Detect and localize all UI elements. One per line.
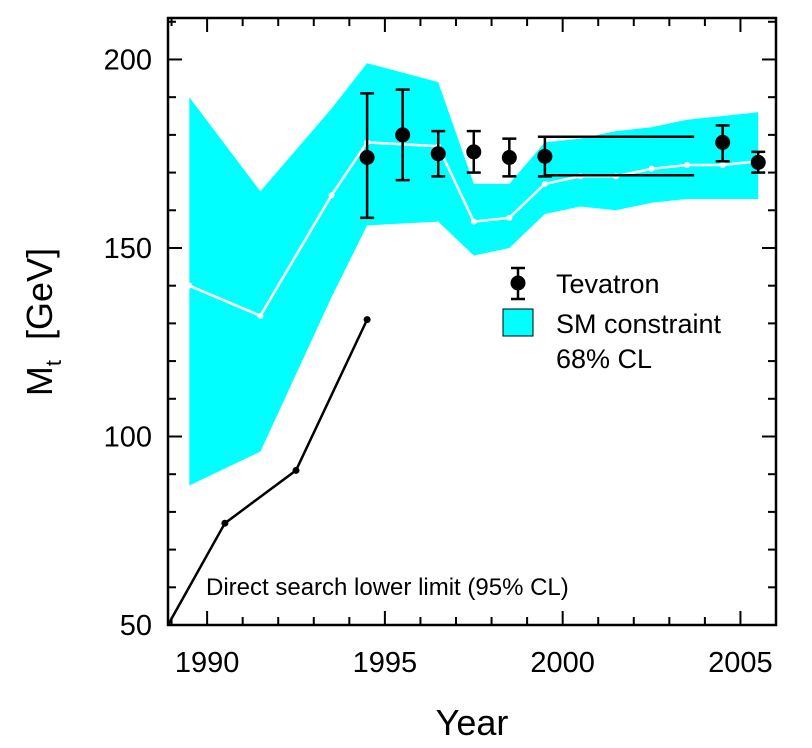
tevatron-point (501, 137, 517, 178)
tevatron-point (537, 135, 553, 178)
tevatron-point (359, 92, 375, 220)
sm-central-point (186, 282, 193, 289)
sm-central-line (188, 141, 759, 318)
sm-central-point (541, 180, 548, 187)
sm-central-point (719, 162, 726, 169)
y-tick-label: 100 (104, 421, 152, 453)
legend: Tevatron SM constraint 68% CL (502, 266, 722, 374)
y-tick-label: 50 (120, 610, 152, 642)
y-tick-label: 200 (104, 44, 152, 76)
tevatron-marker (466, 144, 482, 160)
x-tick-label: 1995 (353, 647, 418, 679)
tevatron-marker (501, 149, 517, 165)
tevatron-marker (430, 146, 446, 162)
tevatron-marker (537, 148, 553, 164)
y-axis-title: Mt [GeV] (19, 248, 66, 396)
sm-constraint-band (189, 63, 759, 486)
y-axis-title-units: [GeV] (19, 248, 60, 340)
legend-band-label: SM constraint (556, 309, 722, 339)
legend-tevatron-marker (510, 275, 526, 291)
sm-central-point (648, 165, 655, 172)
y-axis-title-main: M (19, 366, 60, 396)
direct-search-point (363, 316, 371, 324)
direct-search-annotation: Direct search lower limit (95% CL) (206, 574, 569, 601)
legend-band-swatch (502, 308, 534, 337)
direct-search-point (221, 519, 229, 527)
legend-tevatron-label: Tevatron (556, 269, 660, 299)
tevatron-points (359, 88, 766, 220)
direct-search-point (292, 466, 300, 474)
direct-search-points (221, 316, 371, 527)
tevatron-point (395, 88, 411, 182)
tevatron-marker (359, 149, 375, 165)
tevatron-marker (715, 134, 731, 150)
svg-text:Mt[GeV]: Mt [GeV] (19, 248, 66, 396)
axis-ticks (168, 18, 777, 626)
x-tick-label: 1990 (175, 647, 240, 679)
plot-frame (166, 16, 778, 627)
tevatron-point (430, 129, 446, 178)
legend-band-label-2: 68% CL (556, 344, 652, 374)
sm-central-point (684, 162, 691, 169)
sm-central-point (328, 192, 335, 199)
tevatron-point (466, 129, 482, 174)
sm-central-point (470, 218, 477, 225)
axis-tick-labels: 1990 1995 2000 2005 50 100 150 200 (104, 44, 773, 679)
x-axis-title: Year (436, 702, 509, 743)
run1-band-lines (544, 135, 695, 177)
y-tick-label: 150 (104, 233, 152, 265)
tevatron-point (715, 124, 731, 163)
tevatron-point (750, 150, 766, 174)
tevatron-marker (395, 127, 411, 143)
direct-search-line (166, 319, 369, 626)
y-axis-title-sub: t (41, 360, 66, 366)
x-tick-label: 2000 (530, 647, 595, 679)
sm-central-point (257, 312, 264, 319)
sm-central-point (506, 214, 513, 221)
tevatron-marker (750, 154, 766, 170)
x-tick-label: 2005 (708, 647, 773, 679)
